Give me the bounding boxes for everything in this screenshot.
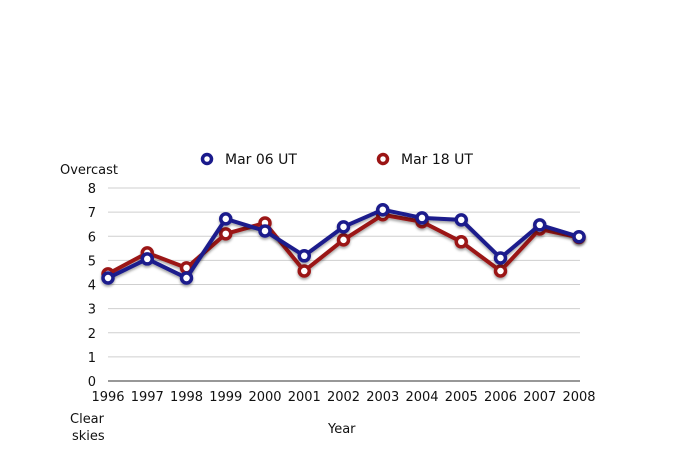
data-point xyxy=(533,218,547,232)
data-point xyxy=(179,271,194,285)
data-point xyxy=(376,202,390,217)
x-tick-label: 2006 xyxy=(484,390,517,405)
data-point xyxy=(258,224,272,238)
legend-item-mar18: Mar 18 UT xyxy=(376,152,473,168)
x-tick-label: 1999 xyxy=(209,390,242,405)
data-point xyxy=(297,249,311,263)
y-tick-label: 6 xyxy=(88,230,96,245)
gridlines xyxy=(108,187,580,382)
y-tick-label: 5 xyxy=(88,254,96,269)
legend-item-mar06: Mar 06 UT xyxy=(200,152,297,168)
x-tick-label: 2008 xyxy=(562,390,595,405)
x-tick-label: 2003 xyxy=(366,390,399,405)
data-point xyxy=(336,220,351,234)
data-point xyxy=(140,252,154,266)
legend-marker-mar18 xyxy=(376,152,390,166)
x-tick-label: 2001 xyxy=(288,390,321,405)
data-point xyxy=(493,264,508,278)
data-point xyxy=(336,233,351,247)
data-point xyxy=(101,271,115,285)
x-tick-label: 2005 xyxy=(445,390,478,405)
x-tick-label: 1997 xyxy=(131,390,164,405)
x-tick-label: 2000 xyxy=(248,390,281,405)
y-tick-labels: 0 1 2 3 4 5 6 7 8 xyxy=(88,182,96,390)
legend-label-mar18: Mar 18 UT xyxy=(401,152,473,168)
y-tick-label: 0 xyxy=(88,375,96,390)
y-tick-label: 4 xyxy=(88,279,96,294)
data-point xyxy=(219,212,233,226)
x-tick-label: 2002 xyxy=(327,390,360,405)
series-0 xyxy=(101,202,586,285)
series-group xyxy=(101,202,586,285)
x-tick-labels: 1996 1997 1998 1999 2000 2001 2002 2003 2004 2005… xyxy=(91,390,595,405)
legend-label-mar06: Mar 06 UT xyxy=(225,152,297,168)
y-tick-label: 8 xyxy=(88,182,96,197)
y-axis-bottom-label-line2: skies xyxy=(72,429,105,444)
x-tick-label: 1998 xyxy=(170,390,203,405)
x-tick-label: 2007 xyxy=(523,390,556,405)
x-tick-label: 1996 xyxy=(91,390,124,405)
data-point xyxy=(493,251,508,265)
data-point xyxy=(572,229,586,244)
y-axis-label: Overcast xyxy=(60,163,118,178)
x-tick-label: 2004 xyxy=(405,390,438,405)
y-tick-label: 3 xyxy=(88,303,96,318)
y-tick-label: 2 xyxy=(88,327,96,342)
x-axis-label: Year xyxy=(327,422,356,437)
y-tick-label: 7 xyxy=(88,206,96,221)
legend-marker-mar06 xyxy=(200,152,214,166)
data-point xyxy=(297,264,311,278)
y-tick-label: 1 xyxy=(88,351,96,366)
legend: Mar 06 UT Mar 18 UT xyxy=(200,152,473,168)
data-point xyxy=(454,213,468,227)
y-axis-bottom-label-line1: Clear xyxy=(70,412,105,427)
data-point xyxy=(415,211,429,225)
data-point xyxy=(454,235,468,249)
data-point xyxy=(219,227,233,241)
